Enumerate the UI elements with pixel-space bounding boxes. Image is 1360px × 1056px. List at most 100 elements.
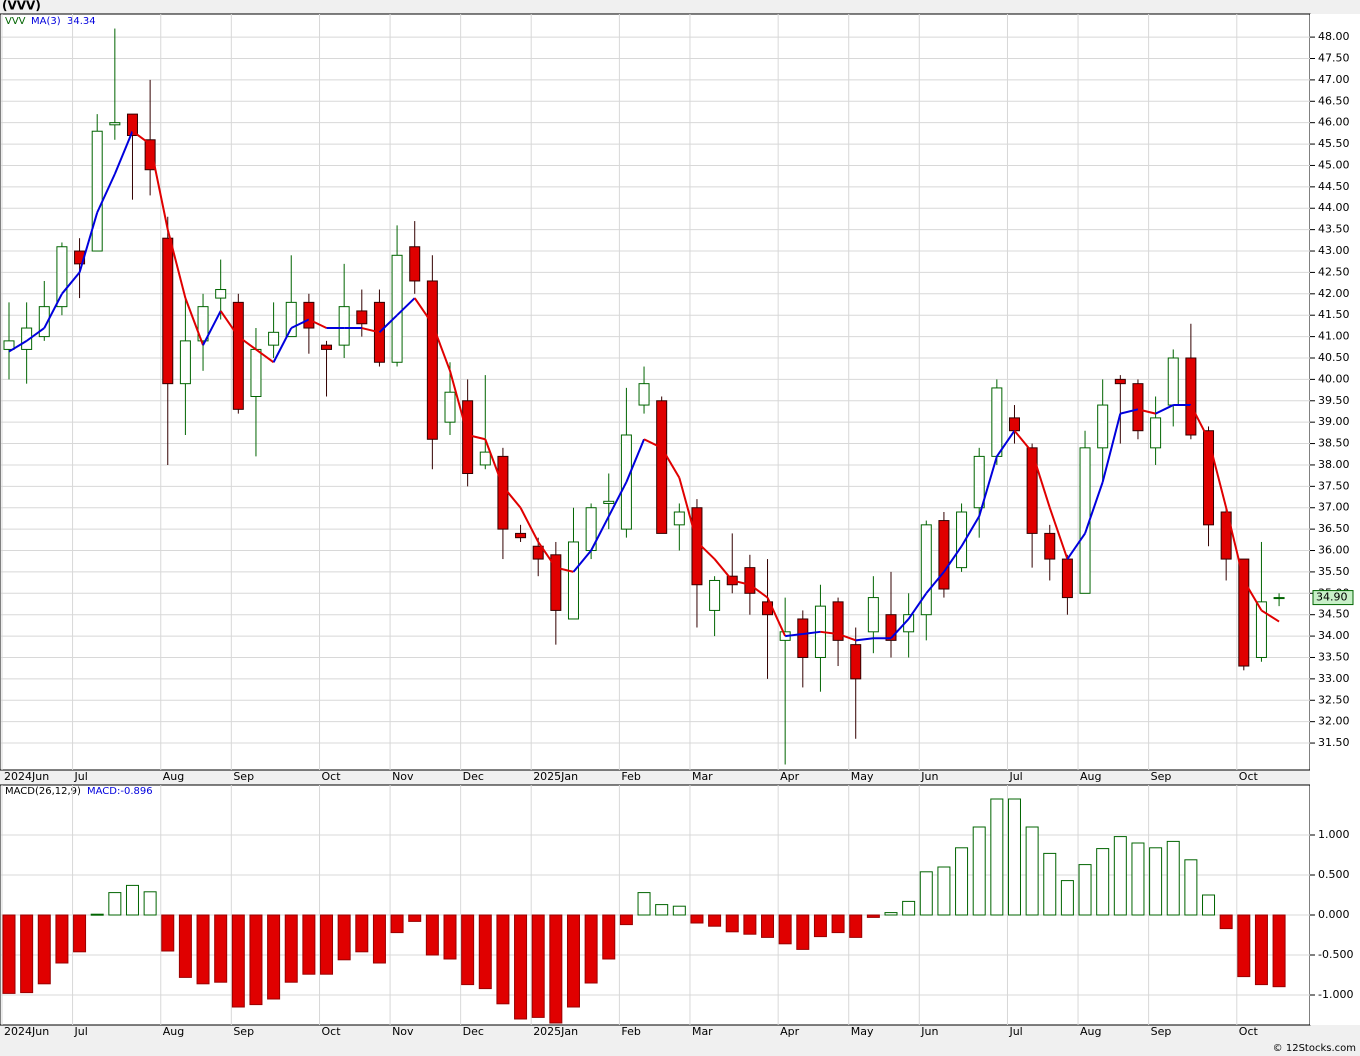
price-tag-label: 34.90 — [1316, 591, 1348, 604]
price-panel — [0, 13, 1311, 771]
ma-segment — [113, 130, 134, 175]
macd-bar — [1131, 842, 1145, 916]
macd-bar — [302, 914, 316, 975]
y-tick-label: 0.500 — [1318, 868, 1350, 881]
ma-segment — [678, 477, 698, 543]
y-tick-label: 32.50 — [1318, 693, 1350, 706]
ma-segment — [732, 579, 751, 586]
candle-body — [126, 113, 138, 137]
ma-segment — [802, 630, 821, 635]
candle-body — [109, 122, 121, 126]
candle-body — [1220, 511, 1232, 560]
candle-body — [603, 500, 615, 504]
macd-bar — [708, 914, 722, 927]
candle-body — [744, 567, 756, 594]
macd-bar — [955, 847, 969, 916]
candle-body — [232, 301, 244, 410]
y-tick-label: -0.500 — [1318, 948, 1353, 961]
candle-body — [250, 348, 262, 397]
footer: © 12Stocks.com — [1273, 1043, 1356, 1054]
legend-ma-value: 34.34 — [67, 16, 96, 27]
y-tick-label: 40.50 — [1318, 351, 1350, 364]
candle-body — [144, 139, 156, 171]
macd-bar — [637, 892, 651, 916]
ma-segment — [467, 434, 486, 441]
legend-symbol: VVV — [5, 16, 26, 27]
macd-bar — [937, 866, 951, 916]
ma-segment — [713, 558, 734, 582]
macd-bar — [249, 914, 263, 1006]
macd-bar — [284, 914, 298, 983]
candle-body — [162, 237, 174, 385]
ma-segment — [820, 630, 839, 635]
y-tick-label: 46.50 — [1318, 94, 1350, 107]
y-tick-label: 36.00 — [1318, 544, 1350, 557]
macd-bar — [20, 914, 34, 994]
y-tick-label: 39.00 — [1318, 415, 1350, 428]
macd-bar — [1166, 840, 1180, 916]
ma-segment — [1120, 408, 1139, 415]
chart-title: (VVV) — [2, 0, 41, 13]
ma-segment — [890, 618, 910, 639]
y-tick-label: 34.00 — [1318, 629, 1350, 642]
x-tick-label: Feb — [621, 770, 640, 783]
candle-body — [38, 306, 50, 338]
y-tick-label: 43.00 — [1318, 244, 1350, 257]
x-tick-label: 2025Jan — [533, 1025, 578, 1038]
y-tick-label: 45.00 — [1318, 158, 1350, 171]
ma-segment — [219, 310, 240, 338]
y-tick-label: 40.00 — [1318, 372, 1350, 385]
candle-body — [867, 597, 879, 633]
y-tick-label: 33.00 — [1318, 672, 1350, 685]
ma-segment — [396, 297, 416, 316]
y-tick-label: 39.50 — [1318, 394, 1350, 407]
ma-segment — [555, 566, 574, 573]
ma-segment — [1101, 413, 1122, 483]
macd-bar — [1149, 847, 1163, 916]
y-tick-label: 42.00 — [1318, 287, 1350, 300]
macd-bar — [1237, 914, 1251, 978]
ma-segment — [202, 310, 222, 346]
candle-body — [21, 327, 33, 350]
y-tick-label: 42.50 — [1318, 265, 1350, 278]
candle-body — [515, 532, 527, 539]
candle-body — [709, 579, 721, 611]
macd-value: MACD:-0.896 — [87, 786, 153, 797]
ma-segment — [1260, 609, 1280, 623]
macd-bar — [796, 914, 810, 950]
candle-body — [179, 340, 191, 385]
y-tick-label: 47.00 — [1318, 73, 1350, 86]
macd-bar — [108, 892, 122, 916]
macd-bar — [178, 914, 192, 978]
x-tick-label: Oct — [1239, 770, 1259, 783]
x-tick-label: Aug — [163, 1025, 184, 1038]
macd-bar — [849, 914, 863, 938]
macd-bar — [972, 826, 986, 916]
y-tick-label: -1.000 — [1318, 988, 1353, 1001]
macd-bar — [425, 914, 439, 956]
macd-bar — [55, 914, 69, 964]
candle-body — [1061, 558, 1073, 599]
macd-bar — [549, 914, 563, 1024]
ma-segment — [1137, 408, 1156, 415]
x-tick-label: Jun — [920, 1025, 938, 1038]
x-tick-label: May — [851, 770, 874, 783]
ma-segment — [907, 592, 928, 620]
macd-bar — [690, 914, 704, 924]
macd-bar — [1202, 894, 1216, 916]
macd-bar — [1060, 880, 1074, 916]
x-tick-label: Oct — [322, 1025, 342, 1038]
macd-bar — [1025, 826, 1039, 916]
x-tick-label: Dec — [463, 1025, 484, 1038]
y-tick-label: 37.00 — [1318, 501, 1350, 514]
y-tick-label: 38.50 — [1318, 437, 1350, 450]
ma-segment — [361, 327, 380, 334]
ma-segment — [785, 632, 803, 638]
macd-bar — [566, 914, 580, 1008]
x-tick-label: Mar — [692, 770, 713, 783]
candle-body — [479, 451, 491, 466]
candle-body — [215, 289, 227, 299]
x-tick-label: Sep — [1151, 770, 1172, 783]
macd-bar — [919, 871, 933, 916]
candle-body — [356, 310, 368, 325]
